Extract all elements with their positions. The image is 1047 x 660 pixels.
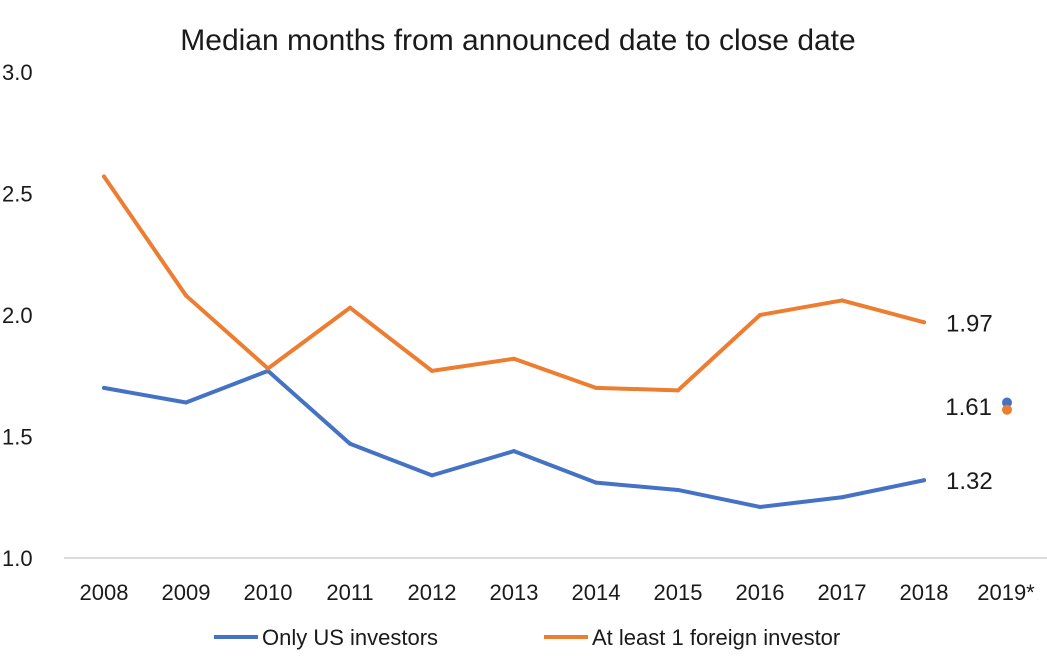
data-point xyxy=(102,174,106,179)
data-point xyxy=(676,388,680,393)
data-label: 1.32 xyxy=(946,468,993,495)
x-tick-label: 2015 xyxy=(654,580,703,605)
axes: 1.0 1.5 2.0 2.5 3.0 2008 2009 2010 2011 2012 2013 2… xyxy=(2,60,1047,605)
legend-item-1: At least 1 foreign investor xyxy=(544,625,840,650)
series-lines xyxy=(102,174,1012,509)
data-point xyxy=(840,298,844,303)
x-tick-label: 2018 xyxy=(900,580,949,605)
data-label: 1.61 xyxy=(945,394,992,421)
point-2019-1 xyxy=(1002,404,1012,415)
y-tick-label: 3.0 xyxy=(2,60,33,85)
x-tick-label: 2008 xyxy=(80,580,129,605)
data-point xyxy=(758,504,762,509)
data-point xyxy=(758,313,762,317)
x-tick-label: 2019* xyxy=(977,580,1035,605)
x-tick-label: 2016 xyxy=(736,580,785,605)
series-line-0 xyxy=(102,368,926,509)
data-point xyxy=(184,400,188,405)
data-point xyxy=(922,320,926,325)
point-2019-0 xyxy=(1002,397,1012,408)
y-tick-label: 2.0 xyxy=(2,303,33,328)
data-point xyxy=(594,480,598,485)
x-tick-label: 2011 xyxy=(326,580,373,605)
legend-item-0: Only US investors xyxy=(214,625,438,650)
x-tick-label: 2012 xyxy=(408,580,457,605)
data-point xyxy=(512,449,516,454)
data-labels: 1.97 1.32 1.61 xyxy=(945,310,992,495)
x-tick-label: 2009 xyxy=(162,580,211,605)
data-point xyxy=(430,473,434,478)
data-point xyxy=(184,293,188,298)
y-tick-label: 1.0 xyxy=(2,546,33,571)
data-point xyxy=(840,495,844,500)
x-tick-label: 2014 xyxy=(572,580,621,605)
data-point xyxy=(348,441,352,446)
legend: Only US investors At least 1 foreign inve… xyxy=(214,625,840,650)
data-point xyxy=(266,366,270,371)
x-tick-label: 2010 xyxy=(244,580,293,605)
data-point xyxy=(430,368,434,373)
y-tick-label: 1.5 xyxy=(2,425,33,450)
chart-title: Median months from announced date to clo… xyxy=(180,24,855,57)
data-label: 1.97 xyxy=(946,310,993,337)
legend-label: At least 1 foreign investor xyxy=(592,625,840,650)
data-point xyxy=(922,478,926,483)
x-tick-label: 2017 xyxy=(818,580,867,605)
legend-label: Only US investors xyxy=(262,625,438,650)
data-point xyxy=(512,356,516,361)
x-tick-label: 2013 xyxy=(490,580,539,605)
data-point xyxy=(594,385,598,390)
data-point xyxy=(102,385,106,390)
data-point xyxy=(348,305,352,310)
y-tick-label: 2.5 xyxy=(2,182,33,207)
data-point xyxy=(676,487,680,492)
